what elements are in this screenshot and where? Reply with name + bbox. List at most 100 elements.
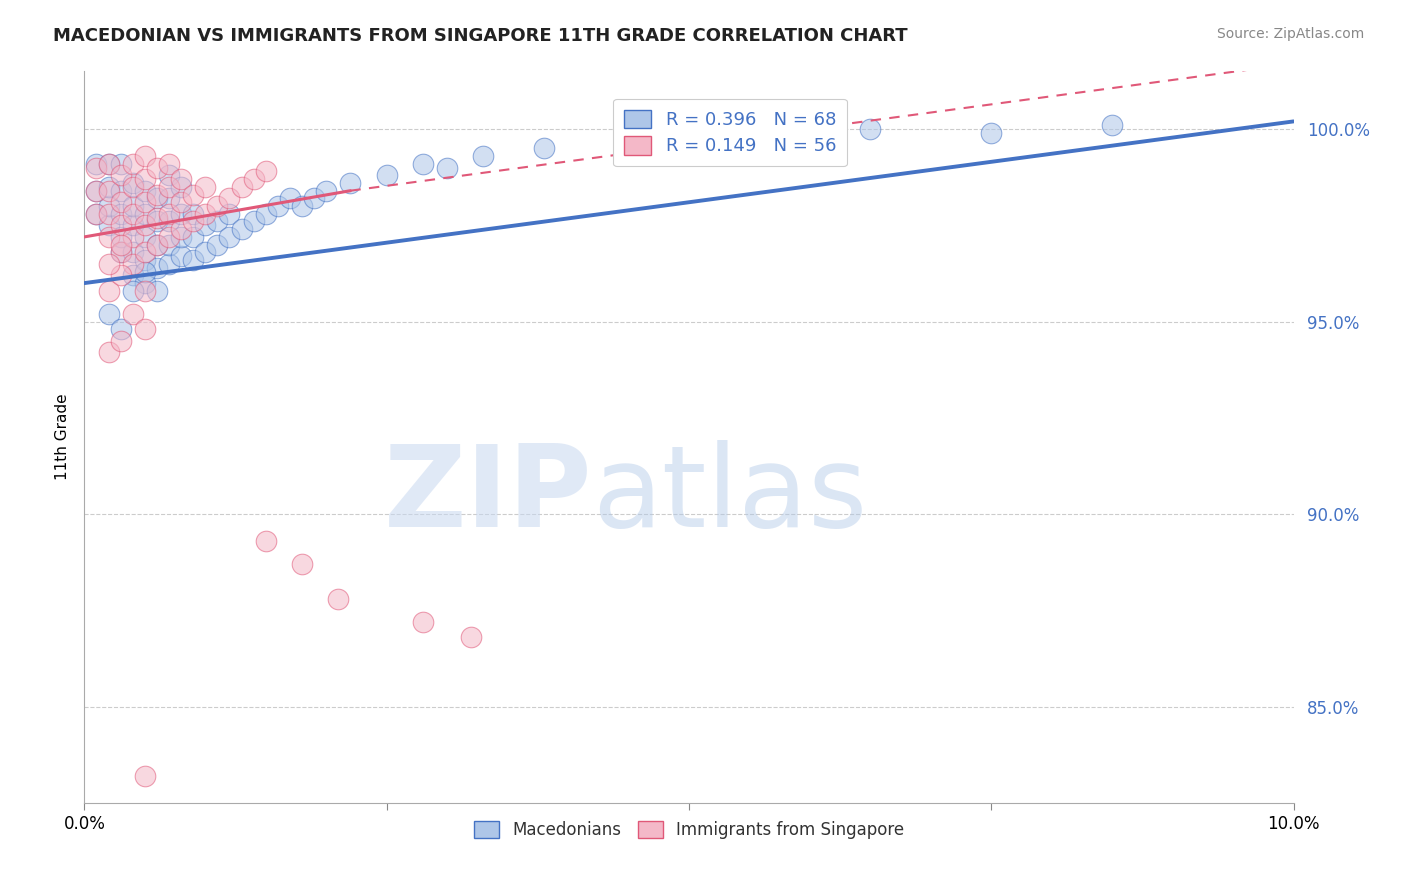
Point <box>97 179 120 194</box>
Point <box>97 157 120 171</box>
Point <box>231 222 253 236</box>
Point <box>194 245 217 260</box>
Point <box>278 191 301 205</box>
Point <box>134 276 156 290</box>
Point <box>146 191 169 205</box>
Point <box>134 264 156 278</box>
Point <box>97 345 120 359</box>
Point <box>110 322 132 336</box>
Point <box>134 252 156 267</box>
Point <box>134 207 156 221</box>
Point <box>121 219 143 233</box>
Point <box>110 334 132 348</box>
Point <box>146 284 169 298</box>
Y-axis label: 11th Grade: 11th Grade <box>55 393 70 481</box>
Point <box>121 230 143 244</box>
Point <box>110 268 132 283</box>
Point <box>110 184 132 198</box>
Point <box>121 179 143 194</box>
Point <box>146 161 169 175</box>
Point <box>181 230 204 244</box>
Point <box>121 157 143 171</box>
Point <box>110 245 132 260</box>
Point <box>146 237 169 252</box>
Point <box>97 307 120 321</box>
Point <box>291 199 314 213</box>
Text: atlas: atlas <box>592 440 868 551</box>
Point <box>533 141 555 155</box>
Point <box>254 534 277 549</box>
Point <box>134 322 156 336</box>
Point <box>97 257 120 271</box>
Point <box>460 630 482 644</box>
Point <box>375 169 398 183</box>
Point <box>86 184 108 198</box>
Point <box>472 149 495 163</box>
Point <box>110 195 132 210</box>
Point <box>302 191 325 205</box>
Point <box>181 207 204 221</box>
Point <box>86 157 108 171</box>
Point <box>97 199 120 213</box>
Point <box>146 187 169 202</box>
Point <box>86 207 108 221</box>
Point <box>157 214 180 228</box>
Point <box>121 176 143 190</box>
Point <box>134 769 156 783</box>
Point <box>254 207 277 221</box>
Point <box>412 615 434 629</box>
Point <box>121 257 143 271</box>
Point <box>412 157 434 171</box>
Point <box>328 591 350 606</box>
Point <box>218 207 240 221</box>
Point <box>134 230 156 244</box>
Point <box>121 245 143 260</box>
Point <box>134 245 156 260</box>
Point <box>436 161 458 175</box>
Text: MACEDONIAN VS IMMIGRANTS FROM SINGAPORE 11TH GRADE CORRELATION CHART: MACEDONIAN VS IMMIGRANTS FROM SINGAPORE … <box>53 27 908 45</box>
Point <box>121 199 143 213</box>
Point <box>157 237 180 252</box>
Point <box>121 207 143 221</box>
Point <box>207 237 229 252</box>
Point <box>194 179 217 194</box>
Point <box>121 284 143 298</box>
Point <box>242 172 264 186</box>
Point <box>231 179 253 194</box>
Point <box>134 195 156 210</box>
Point <box>134 184 156 198</box>
Point <box>207 199 229 213</box>
Point <box>170 222 193 236</box>
Point <box>157 179 180 194</box>
Point <box>97 284 120 298</box>
Point <box>86 161 108 175</box>
Point <box>97 184 120 198</box>
Point <box>170 249 193 263</box>
Point <box>157 157 180 171</box>
Point <box>207 214 229 228</box>
Point <box>267 199 290 213</box>
Point <box>181 252 204 267</box>
Point <box>170 207 193 221</box>
Point <box>157 230 180 244</box>
Point <box>157 257 180 271</box>
Point <box>181 187 204 202</box>
Point <box>110 157 132 171</box>
Point <box>738 129 761 144</box>
Point <box>254 164 277 178</box>
Point <box>617 129 640 144</box>
Point <box>86 184 108 198</box>
Point <box>291 557 314 571</box>
Point <box>157 191 180 205</box>
Point <box>146 237 169 252</box>
Point <box>859 122 882 136</box>
Point <box>110 207 132 221</box>
Point <box>170 230 193 244</box>
Point <box>110 219 132 233</box>
Point <box>170 179 193 194</box>
Point <box>121 268 143 283</box>
Point <box>339 176 361 190</box>
Point <box>194 207 217 221</box>
Point <box>146 211 169 225</box>
Point <box>980 126 1002 140</box>
